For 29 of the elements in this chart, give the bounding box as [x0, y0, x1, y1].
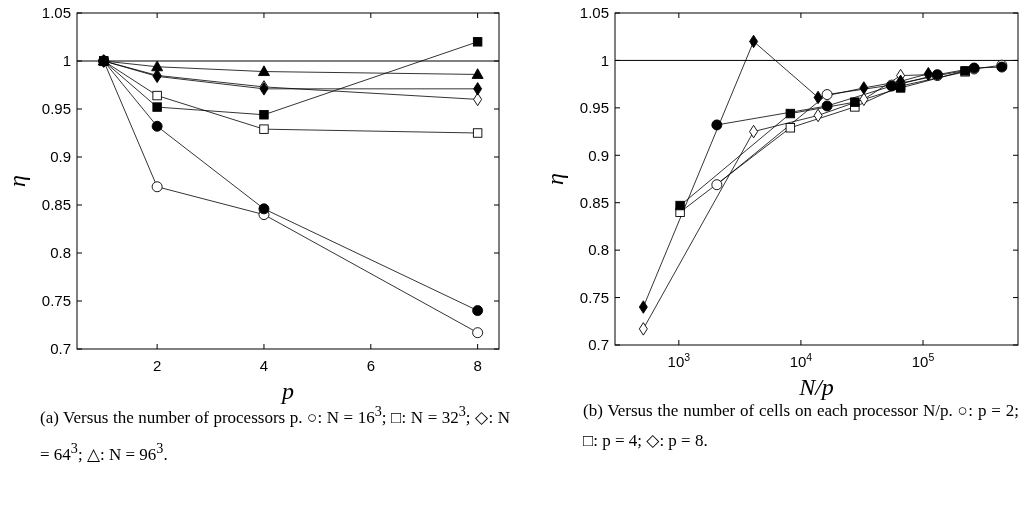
x-tick-label: 6 [366, 357, 375, 374]
y-axis-title: η [542, 173, 568, 185]
y-tick-label: 0.9 [50, 148, 71, 166]
x-tick-label: 10$^{5}$ [911, 351, 935, 370]
y-tick-label: 1.05 [579, 4, 609, 22]
y-tick-label: 0.85 [579, 193, 609, 211]
x-axis-title: p [280, 378, 294, 404]
y-tick-label: 0.8 [50, 244, 71, 262]
x-tick-label: 8 [473, 357, 482, 374]
y-tick-label: 1 [600, 51, 609, 69]
y-tick-label: 0.75 [579, 288, 609, 306]
y-tick-label: 0.75 [41, 292, 71, 310]
y-tick-label: 0.85 [41, 196, 71, 214]
text: (b) Versus the number of cells on each processor N/p. ○: p = 2; □: p = 4; ◇: p = 8. [583, 401, 1019, 450]
y-tick-label: 0.95 [579, 99, 609, 117]
x-tick-label: 2 [152, 357, 162, 374]
x-axis-title: N/p [798, 374, 834, 400]
y-tick-label: 0.95 [41, 100, 71, 118]
x-tick-label: 4 [259, 357, 269, 374]
x-tick-label: 10$^{4}$ [789, 351, 813, 370]
y-tick-label: 0.8 [588, 241, 609, 259]
y-tick-label: 0.9 [588, 146, 609, 164]
y-axis-title: η [4, 175, 30, 187]
y-tick-label: 0.7 [50, 340, 71, 358]
x-tick-label: 10$^{3}$ [667, 351, 691, 370]
y-tick-label: 1 [62, 52, 71, 70]
text: (a) Versus the number of processors p. ○: N = 16$^{3}$; □: N = 32$^{3}$; ◇: N = 64$^{3}$; △: N = 96$^{3}$. [40, 403, 510, 464]
y-tick-label: 0.7 [588, 336, 609, 354]
y-tick-label: 1.05 [41, 4, 71, 22]
